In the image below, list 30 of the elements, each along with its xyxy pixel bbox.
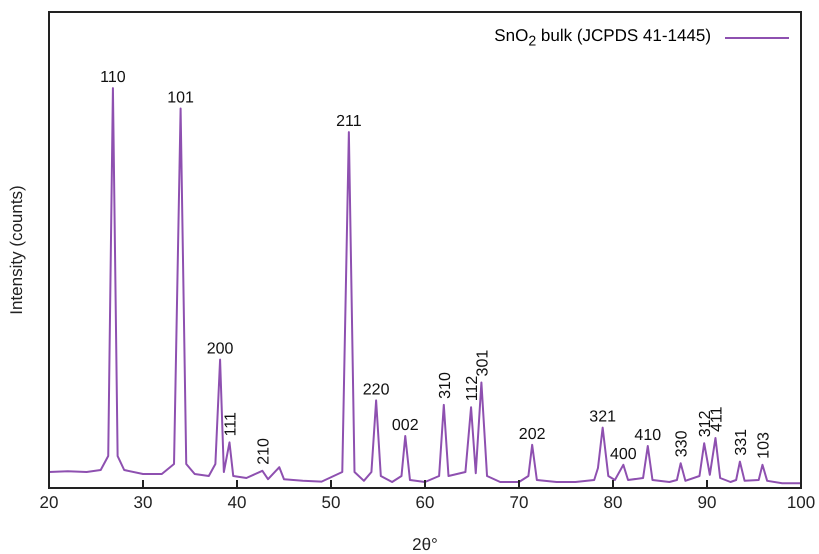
y-axis-title: Intensity (counts) xyxy=(7,185,26,315)
annotation: 400 xyxy=(610,446,637,463)
annotation: 210 xyxy=(255,438,272,465)
x-axis-title: 2θ° xyxy=(412,535,438,554)
annotation: 200 xyxy=(206,340,234,358)
annotation: 310 xyxy=(436,372,454,399)
annotation: 111 xyxy=(222,412,240,436)
x-tick-label: 40 xyxy=(228,493,246,512)
annotation: 220 xyxy=(362,381,390,398)
annotation: 330 xyxy=(674,430,691,458)
annotation: 002 xyxy=(392,417,419,434)
annotation: 331 xyxy=(732,428,750,456)
x-tick-label: 30 xyxy=(134,493,152,512)
x-tick-label: 70 xyxy=(510,493,528,512)
annotation: 110 xyxy=(100,69,126,86)
annotation: 103 xyxy=(755,432,772,459)
annotation: 202 xyxy=(518,426,546,443)
annotation: 211 xyxy=(336,113,362,130)
annotation: 321 xyxy=(589,408,616,426)
x-tick-label: 50 xyxy=(322,493,340,512)
annotation: 301 xyxy=(474,350,492,376)
annotation: 101 xyxy=(167,90,194,107)
x-tick-label: 80 xyxy=(604,493,622,512)
x-tick-label: 100 xyxy=(786,493,816,512)
x-tick-label: 90 xyxy=(698,493,716,512)
legend-label: SnO$_{2}$ bulk (JCPDS 41-1445) xyxy=(494,26,711,50)
x-tick-label: 60 xyxy=(416,493,434,512)
annotation: 410 xyxy=(634,427,662,444)
annotation: 112 xyxy=(464,376,482,402)
x-tick-label: 20 xyxy=(40,493,58,512)
